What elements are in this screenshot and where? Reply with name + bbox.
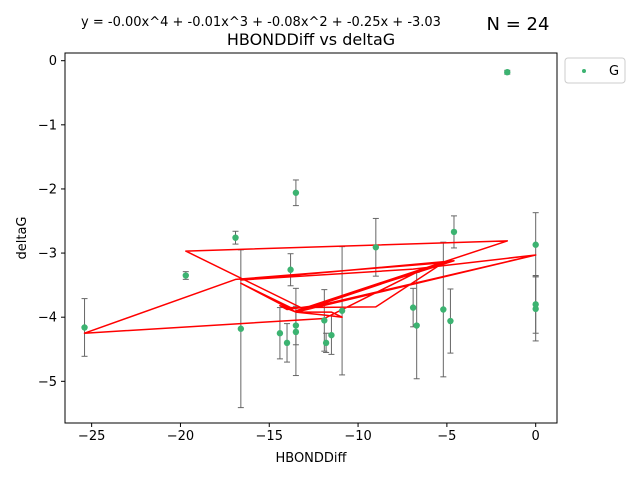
- y-tick-label: −4: [38, 311, 57, 326]
- data-point: [292, 189, 300, 196]
- y-tick-label: −1: [38, 118, 57, 133]
- data-point: [287, 266, 294, 273]
- data-point: [321, 317, 328, 324]
- equation-label: y = -0.00x^4 + -0.01x^3 + -0.08x^2 + -0.…: [81, 15, 441, 30]
- y-tick-label: −3: [38, 247, 57, 262]
- error-bars: [81, 69, 539, 409]
- fit-curve: [83, 240, 537, 334]
- data-point: [276, 330, 284, 337]
- data-point: [283, 339, 291, 347]
- x-tick-label: −20: [167, 429, 194, 444]
- data-point: [182, 272, 189, 279]
- data-point: [450, 228, 458, 236]
- sample-count-label: N = 24: [487, 14, 550, 35]
- y-tick-label: −2: [38, 182, 57, 197]
- data-point: [413, 322, 420, 329]
- x-tick-label: −10: [344, 429, 371, 444]
- legend-label: G: [609, 64, 619, 79]
- data-point: [292, 328, 300, 336]
- y-tick-label: 0: [49, 54, 57, 69]
- legend: G: [564, 57, 626, 84]
- y-axis-label: deltaG: [15, 217, 30, 260]
- data-point: [328, 331, 335, 339]
- data-point: [409, 304, 417, 311]
- legend-box: [564, 57, 626, 84]
- legend-marker: [582, 69, 586, 73]
- data-point: [322, 339, 330, 347]
- data-points: [81, 69, 539, 347]
- data-point: [440, 306, 447, 313]
- x-tick-label: −15: [256, 429, 283, 444]
- data-point: [532, 301, 539, 308]
- x-axis-label: HBONDDiff: [275, 451, 347, 466]
- data-point: [237, 325, 245, 332]
- data-point: [292, 322, 300, 329]
- data-point: [504, 69, 511, 76]
- chart-title: HBONDDiff vs deltaG: [227, 30, 395, 49]
- data-point: [232, 234, 239, 241]
- x-tick-label: 0: [532, 429, 540, 444]
- fit-line: [83, 240, 537, 334]
- axes: −25 −20 −15 −10 −5 0 0 −1 −2 −3 −4 −5: [38, 52, 558, 444]
- data-point: [532, 241, 539, 248]
- data-point: [447, 317, 454, 325]
- data-point: [532, 305, 539, 313]
- x-tick-label: −5: [437, 429, 456, 444]
- data-point: [372, 244, 380, 251]
- plot-frame: [64, 52, 558, 424]
- x-tick-label: −25: [78, 429, 105, 444]
- data-point: [81, 324, 88, 331]
- data-point: [338, 307, 346, 314]
- y-tick-label: −5: [38, 375, 57, 390]
